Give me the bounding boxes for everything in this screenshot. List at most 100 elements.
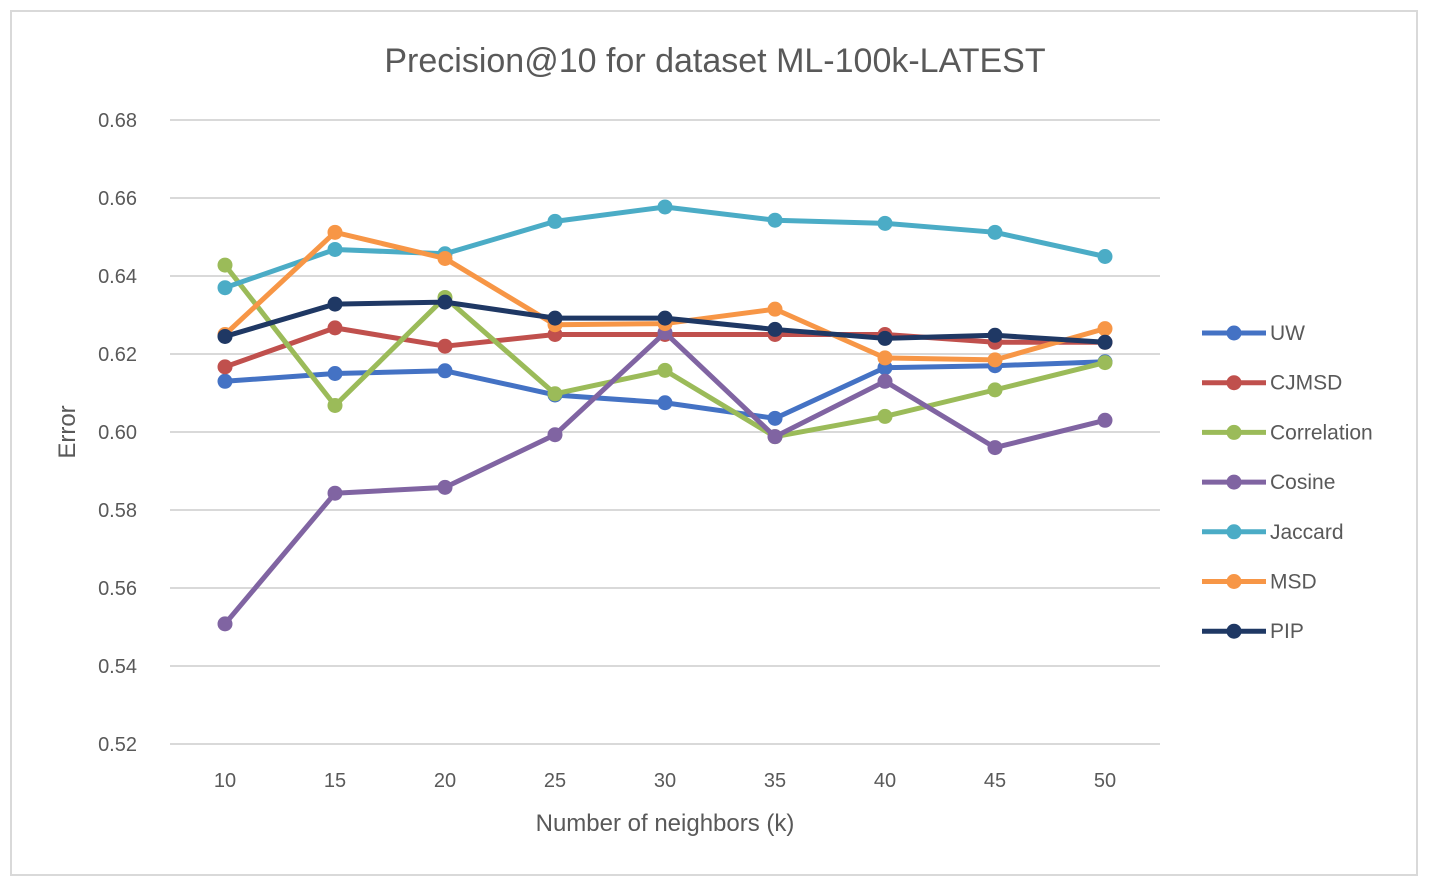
data-point-correlation[interactable]	[217, 257, 233, 273]
series-correlation	[217, 257, 1113, 445]
y-tick-label: 0.62	[98, 344, 137, 366]
chart-title: Precision@10 for dataset ML-100k-LATEST	[384, 42, 1045, 80]
legend[interactable]: UW CJMSD Correlation Cosine Jaccard MSD PIP	[1202, 322, 1373, 643]
data-point-uw[interactable]	[767, 410, 783, 426]
legend-item-correlation[interactable]: Correlation	[1202, 421, 1373, 444]
data-point-cosine[interactable]	[767, 429, 783, 445]
legend-item-pip[interactable]: PIP	[1202, 620, 1304, 643]
y-tick-label: 0.60	[98, 422, 137, 444]
y-tick-label: 0.68	[98, 110, 137, 132]
legend-label: MSD	[1270, 571, 1317, 594]
data-point-msd[interactable]	[987, 352, 1003, 368]
series-cosine	[217, 325, 1113, 632]
x-tick-label: 10	[214, 770, 236, 792]
x-tick-label: 35	[764, 770, 786, 792]
data-point-jaccard[interactable]	[327, 241, 343, 257]
y-axis-ticks: 0.52 0.54 0.56 0.58 0.60 0.62 0.64 0.66 0.68	[98, 110, 137, 756]
legend-label: Jaccard	[1270, 521, 1344, 544]
data-point-jaccard[interactable]	[1097, 249, 1113, 264]
data-point-jaccard[interactable]	[547, 213, 563, 229]
series-msd	[217, 224, 1113, 368]
x-tick-label: 25	[544, 770, 566, 792]
data-point-msd[interactable]	[437, 250, 453, 266]
data-point-uw[interactable]	[657, 395, 673, 411]
data-point-msd[interactable]	[767, 301, 783, 317]
data-point-pip[interactable]	[547, 310, 563, 326]
y-tick-label: 0.66	[98, 188, 137, 210]
data-point-cosine[interactable]	[1097, 412, 1113, 428]
data-point-correlation[interactable]	[1097, 355, 1113, 371]
data-point-cosine[interactable]	[217, 616, 233, 632]
x-tick-label: 20	[434, 770, 456, 792]
data-point-cosine[interactable]	[987, 440, 1003, 456]
data-point-cjmsd[interactable]	[217, 359, 233, 375]
x-tick-label: 50	[1094, 770, 1116, 792]
x-tick-label: 30	[654, 770, 676, 792]
data-point-pip[interactable]	[767, 321, 783, 337]
legend-label: PIP	[1270, 620, 1304, 643]
x-axis-ticks: 10 15 20 25 30 35 40 45 50	[214, 770, 1116, 792]
legend-label: Correlation	[1270, 421, 1373, 444]
legend-item-jaccard[interactable]: Jaccard	[1202, 521, 1344, 544]
data-point-cosine[interactable]	[327, 485, 343, 501]
data-point-jaccard[interactable]	[657, 199, 673, 215]
legend-swatch-marker	[1226, 375, 1242, 391]
y-tick-label: 0.58	[98, 500, 137, 522]
data-point-correlation[interactable]	[547, 386, 563, 402]
chart-frame	[10, 10, 1418, 876]
legend-swatch-marker	[1226, 623, 1242, 639]
data-point-msd[interactable]	[1097, 321, 1113, 337]
data-point-uw[interactable]	[217, 373, 233, 389]
legend-swatch-marker	[1226, 474, 1242, 490]
data-point-pip[interactable]	[987, 327, 1003, 343]
legend-swatch-marker	[1226, 574, 1242, 589]
data-point-pip[interactable]	[657, 310, 673, 326]
x-tick-label: 45	[984, 770, 1006, 792]
data-point-msd[interactable]	[877, 350, 893, 366]
data-point-msd[interactable]	[327, 224, 343, 240]
y-tick-label: 0.56	[98, 578, 137, 600]
data-point-correlation[interactable]	[327, 397, 343, 413]
data-point-jaccard[interactable]	[767, 212, 783, 228]
legend-label: Cosine	[1270, 471, 1335, 494]
data-point-cosine[interactable]	[547, 427, 563, 443]
legend-item-msd[interactable]: MSD	[1202, 571, 1317, 594]
legend-swatch-marker	[1226, 524, 1242, 540]
data-point-correlation[interactable]	[987, 382, 1003, 398]
data-point-uw[interactable]	[327, 366, 343, 381]
legend-item-uw[interactable]: UW	[1202, 322, 1305, 345]
data-point-pip[interactable]	[877, 330, 893, 346]
data-point-cosine[interactable]	[877, 373, 893, 389]
y-tick-label: 0.54	[98, 656, 137, 678]
y-axis-title: Error	[54, 405, 81, 458]
x-tick-label: 40	[874, 770, 896, 792]
series-line-correlation	[222, 262, 1108, 440]
data-point-jaccard[interactable]	[877, 215, 893, 231]
data-point-correlation[interactable]	[877, 408, 893, 424]
data-point-pip[interactable]	[1097, 334, 1113, 350]
legend-swatch-marker	[1226, 424, 1242, 440]
legend-label: UW	[1270, 322, 1305, 345]
series-pip	[217, 294, 1113, 350]
legend-swatch-marker	[1226, 325, 1242, 341]
y-tick-label: 0.52	[98, 734, 137, 756]
data-point-jaccard[interactable]	[987, 224, 1003, 240]
legend-item-cosine[interactable]: Cosine	[1202, 471, 1335, 494]
data-point-cosine[interactable]	[437, 479, 453, 495]
data-point-jaccard[interactable]	[217, 280, 233, 296]
series-jaccard	[217, 199, 1113, 296]
data-point-uw[interactable]	[437, 363, 453, 379]
data-point-pip[interactable]	[327, 296, 343, 312]
data-point-correlation[interactable]	[657, 362, 673, 378]
data-point-pip[interactable]	[217, 328, 233, 344]
legend-item-cjmsd[interactable]: CJMSD	[1202, 372, 1342, 395]
legend-label: CJMSD	[1270, 372, 1342, 395]
data-point-cjmsd[interactable]	[327, 320, 343, 336]
series-lines	[217, 199, 1113, 632]
x-axis-title: Number of neighbors (k)	[536, 810, 795, 837]
y-tick-label: 0.64	[98, 266, 137, 288]
x-tick-label: 15	[324, 770, 346, 792]
data-point-cjmsd[interactable]	[437, 338, 453, 354]
data-point-pip[interactable]	[437, 294, 453, 310]
